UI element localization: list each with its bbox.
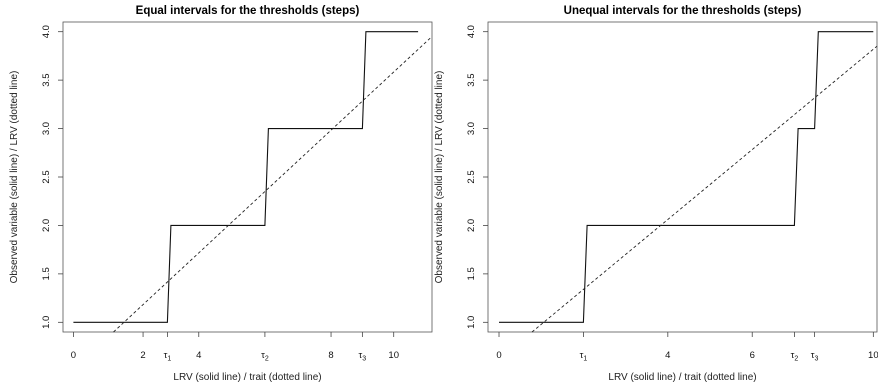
x-tick-label: 0 — [496, 350, 501, 361]
x-tick-label: 4 — [665, 350, 670, 361]
x-tick-label-text: 10 — [388, 350, 399, 361]
y-tick-label: 4.0 — [41, 25, 52, 38]
x-axis-label: LRV (solid line) / trait (dotted line) — [608, 372, 756, 383]
x-tick-label-text: τ — [261, 350, 265, 361]
x-tick-label-text: 0 — [71, 350, 76, 361]
dotted-trait-line — [113, 36, 433, 333]
y-tick-label: 2.5 — [466, 170, 477, 183]
x-tick-label: 10 — [388, 350, 399, 361]
solid-step-line — [499, 31, 874, 323]
x-tick-label-text: 4 — [665, 350, 670, 361]
x-tick-label: τ1 — [580, 350, 588, 363]
x-tick-label: 4 — [196, 350, 201, 361]
x-tick-label-subscript: 1 — [583, 356, 587, 363]
y-axis-label: Observed variable (solid line) / LRV (do… — [434, 71, 445, 284]
x-tick-label: 10 — [868, 350, 878, 361]
plot-frame — [62, 21, 433, 333]
x-axis-label: LRV (solid line) / trait (dotted line) — [173, 372, 321, 383]
x-tick-label: 0 — [71, 350, 76, 361]
x-tick-label-text: 8 — [328, 350, 333, 361]
x-tick-label: 2 — [140, 350, 145, 361]
y-axis-label: Observed variable (solid line) / LRV (do… — [9, 71, 20, 284]
chart-panel-1: Equal intervals for the thresholds (step… — [9, 5, 433, 383]
dotted-trait-line — [531, 45, 878, 333]
x-tick-label: τ3 — [359, 350, 367, 363]
y-tick-label: 2.0 — [41, 219, 52, 232]
y-tick-label: 1.0 — [41, 316, 52, 329]
x-tick-label: τ3 — [811, 350, 819, 363]
y-tick-label: 1.5 — [466, 267, 477, 280]
chart-title: Equal intervals for the thresholds (step… — [136, 5, 360, 17]
x-tick-label-text: 6 — [750, 350, 755, 361]
chart-panel-2: Unequal intervals for the thresholds (st… — [434, 5, 878, 383]
x-tick-label-text: 2 — [140, 350, 145, 361]
plot-frame — [487, 21, 878, 333]
y-tick-label: 3.0 — [466, 122, 477, 135]
x-tick-label-text: τ — [811, 350, 815, 361]
x-tick-label: 8 — [328, 350, 333, 361]
y-tick-label: 2.5 — [41, 170, 52, 183]
y-tick-label: 2.0 — [466, 219, 477, 232]
x-tick-label: 6 — [750, 350, 755, 361]
x-tick-label-text: 0 — [496, 350, 501, 361]
x-tick-label-subscript: 2 — [794, 356, 798, 363]
x-tick-label: τ1 — [164, 350, 172, 363]
x-tick-label-text: τ — [580, 350, 584, 361]
x-tick-label-text: τ — [791, 350, 795, 361]
x-tick-label-text: 4 — [196, 350, 201, 361]
x-tick-label: τ2 — [261, 350, 269, 363]
y-tick-label: 1.5 — [41, 267, 52, 280]
x-tick-label-subscript: 3 — [815, 356, 819, 363]
y-tick-label: 4.0 — [466, 25, 477, 38]
x-tick-label-subscript: 3 — [362, 356, 366, 363]
solid-step-line — [73, 31, 419, 323]
x-tick-label: τ2 — [791, 350, 799, 363]
x-tick-label-text: τ — [164, 350, 168, 361]
x-tick-label-text: 10 — [868, 350, 878, 361]
x-tick-label-text: τ — [359, 350, 363, 361]
y-tick-label: 1.0 — [466, 316, 477, 329]
y-tick-label: 3.5 — [466, 74, 477, 87]
x-tick-label-subscript: 2 — [265, 356, 269, 363]
x-tick-label-subscript: 1 — [167, 356, 171, 363]
chart-title: Unequal intervals for the thresholds (st… — [564, 5, 802, 17]
y-tick-label: 3.5 — [41, 74, 52, 87]
y-tick-label: 3.0 — [41, 122, 52, 135]
